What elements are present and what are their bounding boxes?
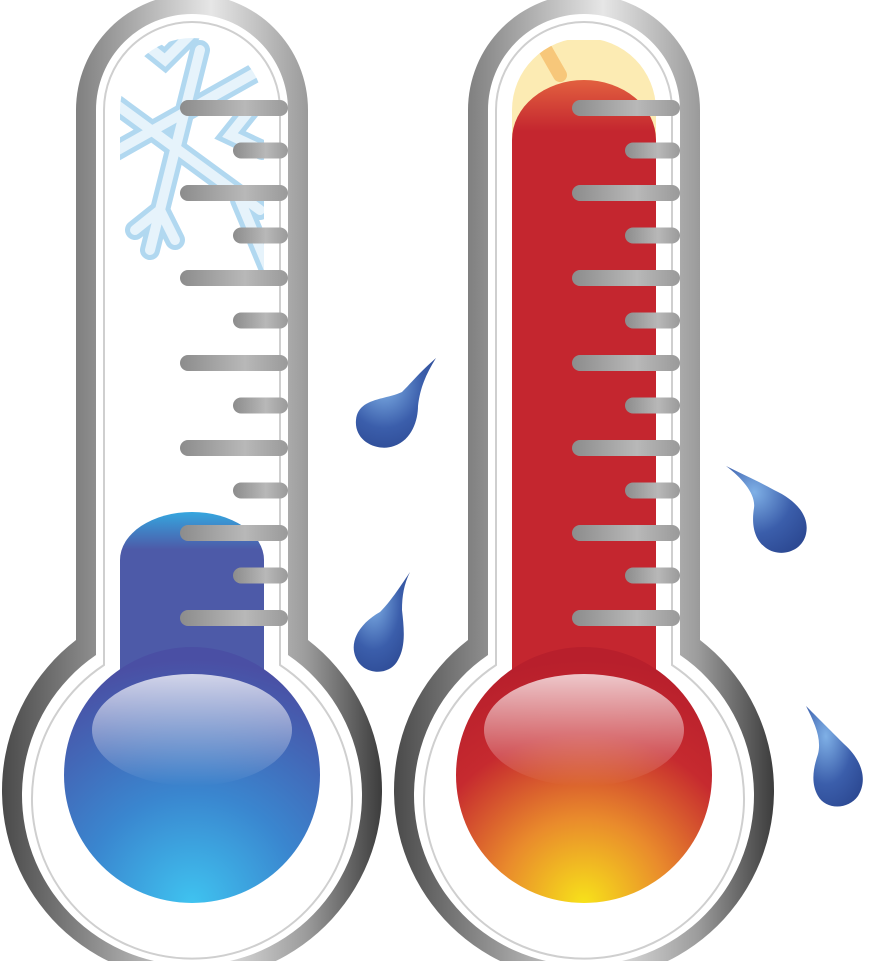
snowflake-icon [90, 38, 300, 330]
scale-minor-tick [625, 482, 680, 499]
water-drop-icon [355, 358, 436, 448]
scale-minor-tick [233, 142, 288, 159]
hot-thermometer [394, 0, 774, 961]
water-drop-icon [726, 466, 807, 553]
scale-minor-tick [233, 312, 288, 329]
scale-minor-tick [625, 567, 680, 584]
cold-thermometer [2, 0, 382, 961]
scale-minor-tick [625, 397, 680, 414]
scale-major-tick [180, 270, 288, 286]
scale-major-tick [180, 610, 288, 626]
scale-major-tick [180, 525, 288, 541]
scale-major-tick [180, 440, 288, 456]
sweat-droplets [353, 358, 863, 807]
scale-major-tick [180, 185, 288, 201]
scale-major-tick [180, 100, 288, 116]
cold-scale [180, 100, 288, 626]
scale-minor-tick [233, 397, 288, 414]
scale-major-tick [180, 355, 288, 371]
water-drop-icon [353, 572, 410, 672]
scale-major-tick [572, 270, 680, 286]
scale-minor-tick [233, 227, 288, 244]
scale-minor-tick [625, 312, 680, 329]
water-drop-icon [806, 706, 863, 807]
scale-major-tick [572, 100, 680, 116]
scale-minor-tick [233, 482, 288, 499]
scale-major-tick [572, 440, 680, 456]
hot-scale [572, 100, 680, 626]
scale-major-tick [572, 610, 680, 626]
scale-minor-tick [625, 227, 680, 244]
scale-major-tick [572, 525, 680, 541]
hot-liquid-column [512, 80, 656, 720]
scale-major-tick [572, 185, 680, 201]
scale-major-tick [572, 355, 680, 371]
scale-minor-tick [233, 567, 288, 584]
scale-minor-tick [625, 142, 680, 159]
